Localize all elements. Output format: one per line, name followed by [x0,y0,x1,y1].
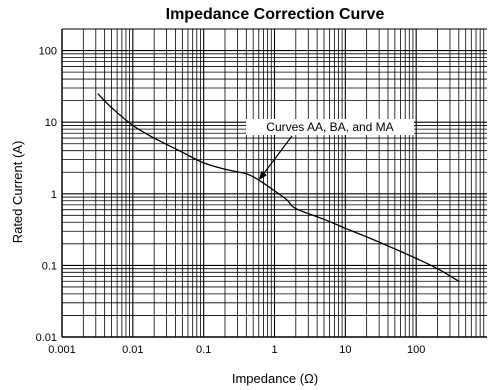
series [97,93,460,282]
x-tick-labels: 0.001 0.01 0.1 1 10 100 [48,344,425,356]
y-tick-label: 100 [39,46,57,58]
x-tick-label: 10 [339,344,351,356]
annotations: Curves AA, BA, and MA [246,119,414,181]
y-axis-label: Rated Current (A) [10,141,25,244]
annotation-label: Curves AA, BA, and MA [266,120,393,134]
x-tick-label: 1 [271,344,277,356]
annotation-arrow-shaft [261,135,293,177]
y-tick-label: 0.1 [42,260,57,272]
grid [61,28,487,338]
x-tick-label: 0.1 [196,344,211,356]
x-tick-label: 0.001 [48,344,76,356]
chart-title: Impedance Correction Curve [166,6,385,23]
y-tick-labels: 0.01 0.1 1 10 100 [36,46,57,344]
annotation-background [246,119,414,135]
x-tick-label: 0.01 [122,344,143,356]
y-tick-label: 10 [45,117,57,129]
y-tick-label: 1 [51,189,57,201]
annotation-arrow-head [258,170,267,181]
x-tick-label: 100 [407,344,425,356]
impedance-curve [97,93,460,282]
y-tick-label: 0.01 [36,332,57,344]
axes [61,28,487,338]
x-axis-label: Impedance (Ω) [232,371,318,386]
